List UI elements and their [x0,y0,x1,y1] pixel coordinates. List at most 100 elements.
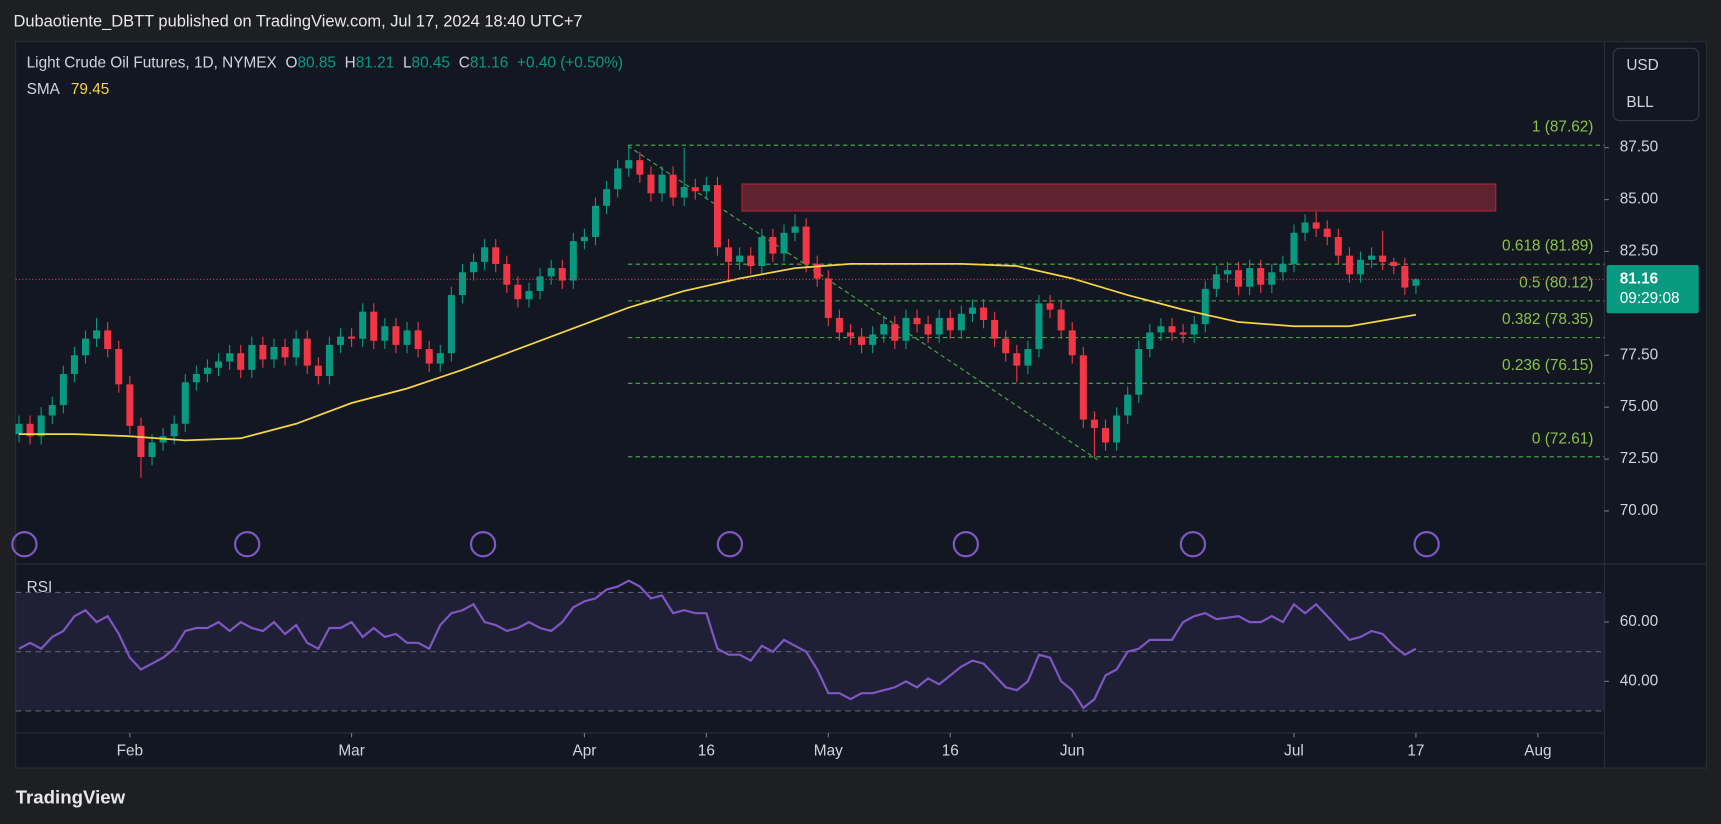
candle-body [1334,236,1342,256]
event-icon[interactable] [1179,531,1207,558]
candle-body [470,261,478,273]
candle-body [1246,268,1254,287]
candle-body [1223,270,1231,275]
y-tick-label: 87.50 [1620,139,1658,156]
candle-body [93,330,101,339]
candle-body [15,423,23,435]
candle-body [1190,324,1198,335]
candle-body [1235,270,1243,287]
x-tick-label: Aug [1524,743,1551,760]
x-tick-label: Jul [1284,743,1304,760]
candle-body [547,268,555,277]
event-icon[interactable] [952,531,979,558]
candle-body [458,272,466,296]
candle-body [1135,349,1143,395]
candle-body [580,236,588,242]
candle-body [26,423,34,437]
x-tick-label: May [814,743,843,760]
candle-body [359,311,367,339]
fib-label: 0.236 (76.15) [1502,357,1593,374]
candle-body [835,317,843,333]
sma-line [18,263,1417,442]
unit-button[interactable]: BLL [1626,94,1654,111]
candle-body [1046,303,1054,310]
candle-body [780,232,788,254]
candle-body [1390,261,1398,267]
event-icon[interactable] [11,531,38,558]
candle-body [203,367,211,374]
candle-body [1002,338,1010,354]
candle-body [259,344,267,360]
candle-body [1168,326,1176,333]
fib-label: 0.382 (78.35) [1502,311,1593,328]
candle-body [248,344,256,370]
currency-box [1612,47,1700,122]
candle-body [1412,279,1420,286]
candle-body [392,326,400,345]
price-badge [1606,265,1699,314]
candle-body [1356,259,1365,275]
candle-body [70,355,78,374]
candle-body [1101,427,1110,443]
candle-body [1212,274,1220,289]
candle-body [957,313,965,331]
candle-body [37,415,45,437]
fib-label: 0.5 (80.12) [1519,274,1593,291]
candle-body [81,338,90,356]
candle-body [503,263,511,285]
legend: Light Crude Oil Futures, 1D, NYMEX O80.85… [27,55,623,72]
candle-body [536,276,544,291]
candle-body [292,338,300,358]
candle-body [1323,228,1331,237]
x-tick-label: 17 [1407,743,1424,760]
candle-body [968,307,976,314]
candle-body [980,307,988,320]
candle-body [148,442,156,457]
candle-body [747,255,755,267]
y-tick-label: 77.50 [1620,346,1658,363]
candle-body [137,425,145,457]
candle-body [226,353,234,362]
candle-body [1079,355,1087,420]
candle-body [1279,263,1287,273]
x-tick-label: Jun [1060,743,1085,760]
candle-body [858,336,866,345]
candle-body [381,326,389,341]
y-tick-label: 72.50 [1620,450,1658,467]
event-icon[interactable] [1413,531,1440,558]
candle-body [348,336,356,339]
candle-body [924,324,932,335]
event-icon[interactable] [469,531,497,558]
candle-body [514,284,522,300]
candle-body [791,226,799,233]
event-icon[interactable] [716,531,744,558]
fib-label: 1 (87.62) [1532,119,1593,136]
candle-body [614,168,622,190]
resistance-zone [741,183,1497,212]
fib-label: 0.618 (81.89) [1502,238,1593,255]
candle-body [170,423,178,437]
currency-button[interactable]: USD [1626,57,1658,74]
candle-body [492,247,500,264]
footer-logo: TradingView [16,787,126,808]
event-icon[interactable] [233,531,261,558]
candle-body [736,255,744,262]
price-label: 81.16 [1620,270,1658,287]
y-tick-label: 82.50 [1620,243,1658,260]
candle-body [769,236,777,254]
candle-body [1268,272,1276,285]
candle-body [603,189,611,206]
candle-body [115,349,123,385]
candle-body [48,405,56,416]
candle-body [1257,268,1265,285]
x-tick-label: 16 [942,743,959,760]
candle-body [281,346,289,358]
candle-body [558,268,566,281]
candle-body [691,187,699,192]
candle-body [569,241,577,281]
candle-body [181,382,189,424]
rsi-legend: RSI [27,579,53,596]
x-tick-label: Apr [572,743,596,760]
candle-body [104,330,112,350]
